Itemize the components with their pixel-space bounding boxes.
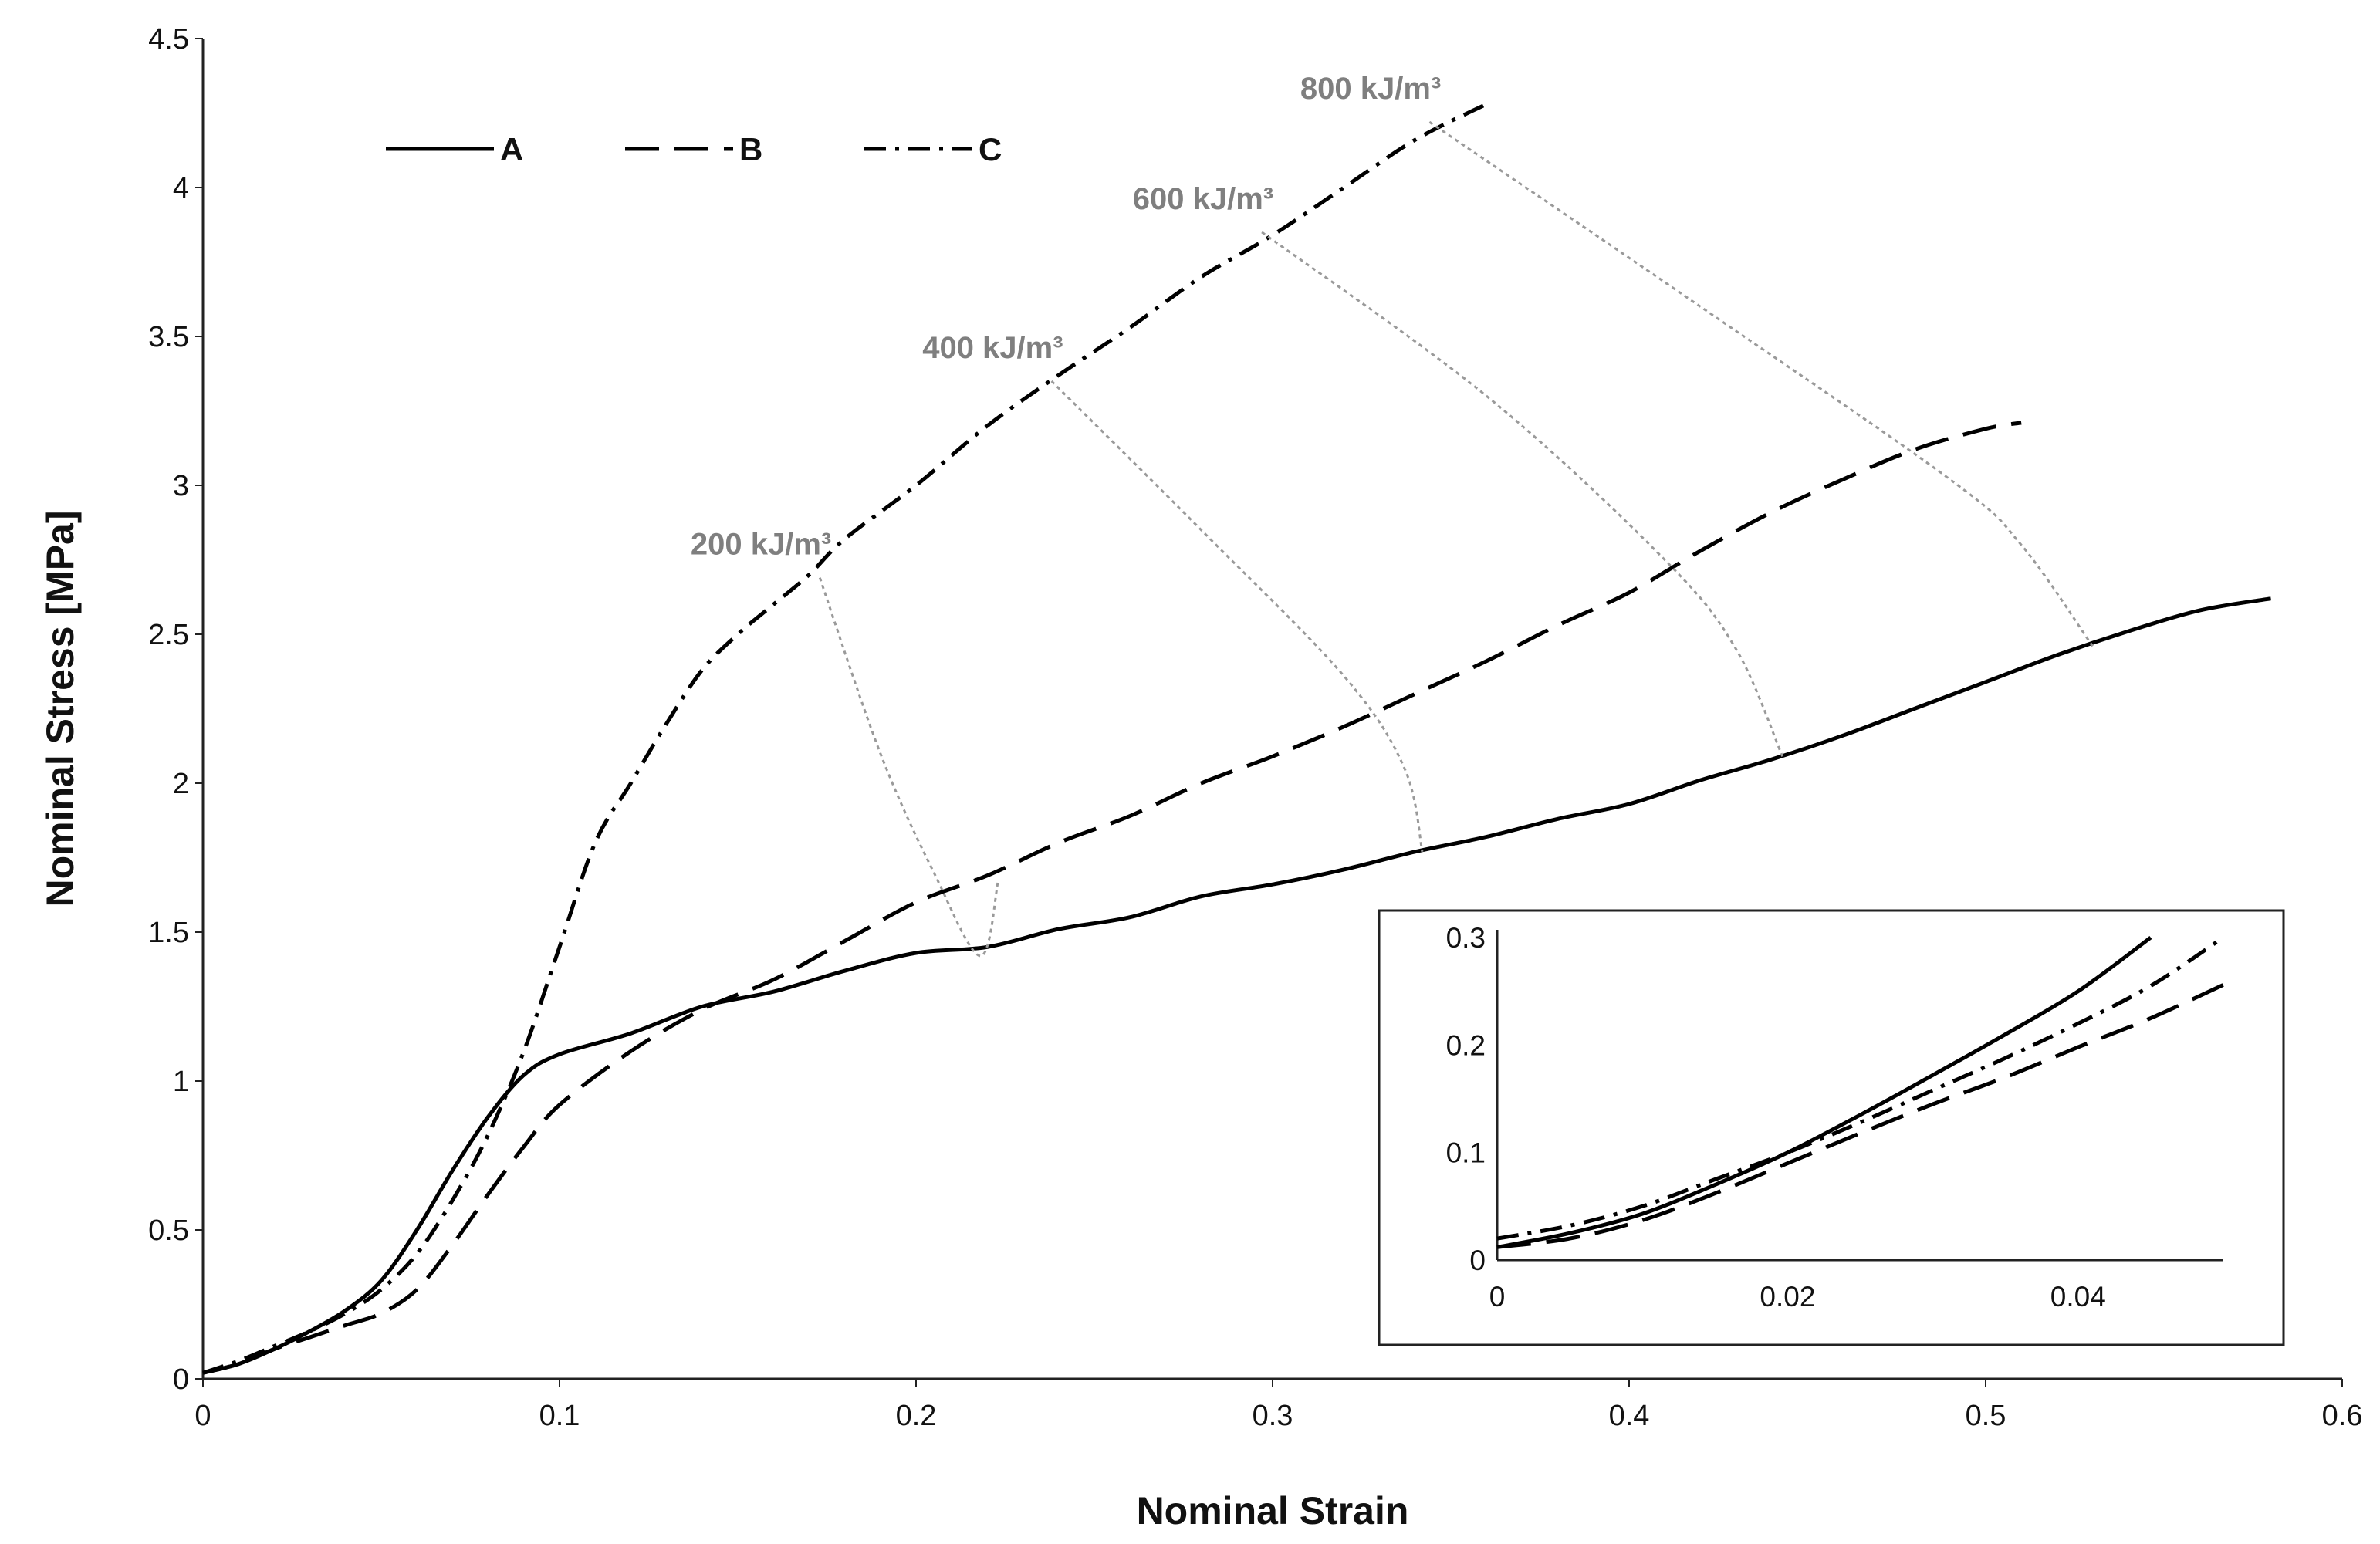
inset-x-tick-label: 0: [1489, 1281, 1506, 1313]
y-tick-label: 1: [173, 1066, 189, 1098]
inset-y-tick-label: 0: [1469, 1245, 1486, 1276]
inset-plot: 0 0.02 0.04 0 0.1 0.2 0.3: [1378, 909, 2285, 1346]
y-tick-label: 3: [173, 470, 189, 502]
x-tick-label: 0.1: [539, 1400, 580, 1432]
energy-contour-label: 400 kJ/m³: [922, 331, 1063, 365]
inset-y-tick-label: 0.2: [1446, 1029, 1486, 1061]
inset-x-tick-label: 0.02: [1760, 1281, 1815, 1313]
legend-label-C: C: [979, 131, 1002, 167]
x-tick-label: 0.4: [1609, 1400, 1650, 1432]
x-axis-title: Nominal Strain: [1137, 1489, 1409, 1532]
series-B-line: [202, 421, 2022, 1375]
series-A-line: [202, 596, 2272, 1375]
inset-y-tick-label: 0.3: [1446, 922, 1486, 954]
main-plot: 0 0.1 0.2 0.3 0.4 0.5 0.6 0 0.5 1 1.5 2 2.5 3 3.5 4 4.5 2…: [39, 23, 2362, 1532]
y-tick-label: 0.5: [148, 1215, 189, 1247]
energy-contour-2: [1050, 380, 1424, 853]
x-tick-label: 0.2: [896, 1400, 937, 1432]
energy-contour-1: [818, 577, 999, 958]
inset-series-C-line: [1496, 935, 2225, 1241]
legend-label-A: A: [500, 131, 523, 167]
inset-series-A-line: [1496, 935, 2152, 1249]
inset-y-tick-label: 0.1: [1446, 1137, 1486, 1169]
y-tick-label: 2: [173, 768, 189, 800]
series-C-line: [202, 102, 1488, 1375]
y-tick-label: 0: [173, 1363, 189, 1396]
energy-contour-label: 200 kJ/m³: [691, 528, 831, 562]
inset-series-B-line: [1496, 983, 2225, 1249]
x-tick-label: 0.6: [2322, 1400, 2363, 1432]
y-axis-title: Nominal Stress [MPa]: [39, 510, 82, 907]
y-tick-label: 4: [173, 172, 189, 204]
inset-frame: [1378, 909, 2285, 1346]
energy-contour-3: [1261, 231, 1784, 757]
x-tick-label: 0.3: [1253, 1400, 1293, 1432]
energy-contour-label: 800 kJ/m³: [1300, 72, 1441, 106]
energy-contour-label: 600 kJ/m³: [1133, 182, 1273, 216]
x-tick-label: 0: [194, 1400, 211, 1432]
x-tick-label: 0.5: [1966, 1400, 2006, 1432]
inset-x-tick-label: 0.04: [2050, 1281, 2106, 1313]
energy-contour-4: [1428, 120, 2094, 647]
legend-label-B: B: [739, 131, 762, 167]
y-tick-label: 3.5: [148, 321, 189, 353]
y-tick-label: 1.5: [148, 917, 189, 949]
y-tick-label: 4.5: [148, 23, 189, 56]
y-tick-label: 2.5: [148, 619, 189, 651]
